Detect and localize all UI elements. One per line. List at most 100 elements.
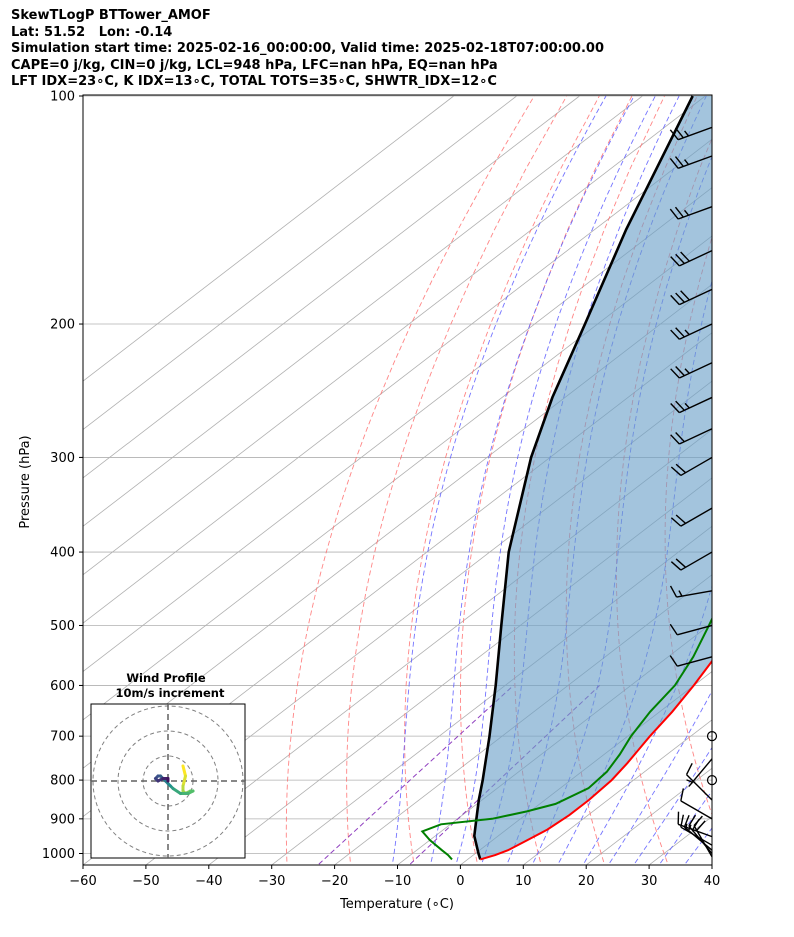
isotherm [83, 235, 712, 721]
moist-adiabat [429, 95, 635, 865]
barb-staff [686, 774, 713, 801]
mixing-ratio-line [317, 685, 514, 865]
hodograph-trace [154, 764, 195, 795]
barb-staff [677, 126, 713, 141]
x-tick-label: 0 [456, 874, 464, 889]
wind-barb [670, 323, 713, 340]
barb-full-flag [670, 329, 680, 340]
hodograph-segment [181, 774, 187, 788]
y-tick-label: 100 [50, 90, 75, 105]
barb-full-flag [670, 256, 680, 267]
x-tick-label: 40 [704, 874, 721, 889]
barb-full-flag [670, 561, 682, 571]
dry-adiabat [404, 95, 600, 865]
y-tick-label: 700 [50, 730, 75, 745]
title-line-times: Simulation start time: 2025-02-16_00:00:… [11, 41, 604, 57]
barb-full-flag [674, 156, 684, 167]
calm-wind-circle [706, 731, 718, 742]
dry-adiabat [285, 95, 535, 865]
calm-wind-circle [706, 774, 718, 786]
y-axis-label: Pressure (hPa) [18, 435, 33, 528]
hodograph-segment [181, 764, 187, 778]
isotherm [711, 864, 712, 865]
x-tick-label: −30 [258, 874, 285, 889]
barb-staff [680, 456, 713, 477]
barb-full-flag [683, 815, 690, 828]
y-tick-label: 900 [50, 812, 75, 827]
x-tick-label: 30 [641, 874, 658, 889]
moist-adiabat [633, 746, 712, 865]
barb-staff [679, 396, 713, 414]
x-tick-label: −50 [132, 874, 159, 889]
barb-full-flag [669, 585, 678, 598]
wind-barb [670, 551, 713, 571]
barb-full-flag [670, 402, 680, 414]
x-tick-label: −10 [384, 874, 411, 889]
barb-full-flag [675, 463, 687, 474]
barb-staff [680, 551, 713, 571]
barb-staff [680, 826, 713, 846]
barb-half-flag [686, 779, 693, 783]
moist-adiabat [455, 95, 656, 865]
barb-full-flag [669, 129, 679, 141]
y-tick-label: 400 [50, 546, 75, 561]
moist-adiabat [391, 95, 607, 865]
parcel-profile-line [472, 95, 694, 860]
barb-staff [677, 155, 713, 169]
inset-subtitle: 10m/s increment [116, 686, 225, 700]
wind-barb [670, 362, 713, 379]
barb-staff [683, 826, 713, 851]
wind-barb [686, 758, 713, 787]
barb-staff [679, 249, 713, 267]
temperature-line [480, 659, 712, 861]
barb-full-flag [688, 814, 697, 827]
barb-half-flag [678, 590, 683, 597]
wind-barb [669, 155, 713, 169]
wind-barb [670, 456, 713, 477]
wind-profile-inset: Wind Profile 10m/s increment [90, 671, 246, 859]
isotherm [83, 95, 517, 431]
barb-staff [679, 323, 713, 340]
wind-barb [669, 585, 713, 598]
barb-full-flag [691, 818, 700, 831]
wind-barb [670, 396, 713, 414]
wind-barb [706, 731, 718, 742]
x-tick-label: −20 [321, 874, 348, 889]
y-tick-label: 500 [50, 619, 75, 634]
dry-adiabat [711, 479, 712, 524]
barb-full-flag [675, 366, 685, 377]
wind-barb [670, 249, 713, 267]
wind-barb [670, 428, 713, 445]
barb-staff [677, 656, 713, 667]
hodograph-ring [117, 730, 219, 832]
title-line-indices: LFT IDX=23∘C, K IDX=13∘C, TOTAL TOTS=35∘… [11, 74, 497, 90]
isotherm [769, 96, 794, 870]
dry-adiabat [460, 95, 633, 865]
barb-full-flag [670, 517, 682, 527]
barb-full-flag [696, 820, 706, 831]
barb-half-flag [684, 402, 690, 409]
barb-staff [679, 288, 713, 306]
barb-full-flag [675, 327, 685, 338]
dewpoint-line [420, 616, 712, 861]
barb-full-flag [669, 157, 679, 169]
barb-half-flag [684, 209, 690, 216]
barb-staff [677, 823, 713, 838]
profile-lines [420, 95, 712, 861]
barb-full-flag [670, 434, 680, 445]
x-axis-label: Temperature (∘C) [339, 897, 454, 912]
x-tick-label: 20 [578, 874, 595, 889]
isotherm [83, 95, 643, 527]
barb-full-flag [674, 127, 684, 139]
y-tick-label: 300 [50, 451, 75, 466]
barb-half-flag [687, 824, 692, 831]
barb-full-flag [674, 206, 684, 218]
barb-full-flag [680, 788, 685, 801]
isotherm [83, 95, 580, 479]
wind-barb [669, 126, 713, 141]
barb-full-flag [675, 292, 685, 303]
barb-full-flag [669, 623, 678, 636]
x-tick-label: −60 [69, 874, 96, 889]
isotherm [271, 525, 712, 865]
